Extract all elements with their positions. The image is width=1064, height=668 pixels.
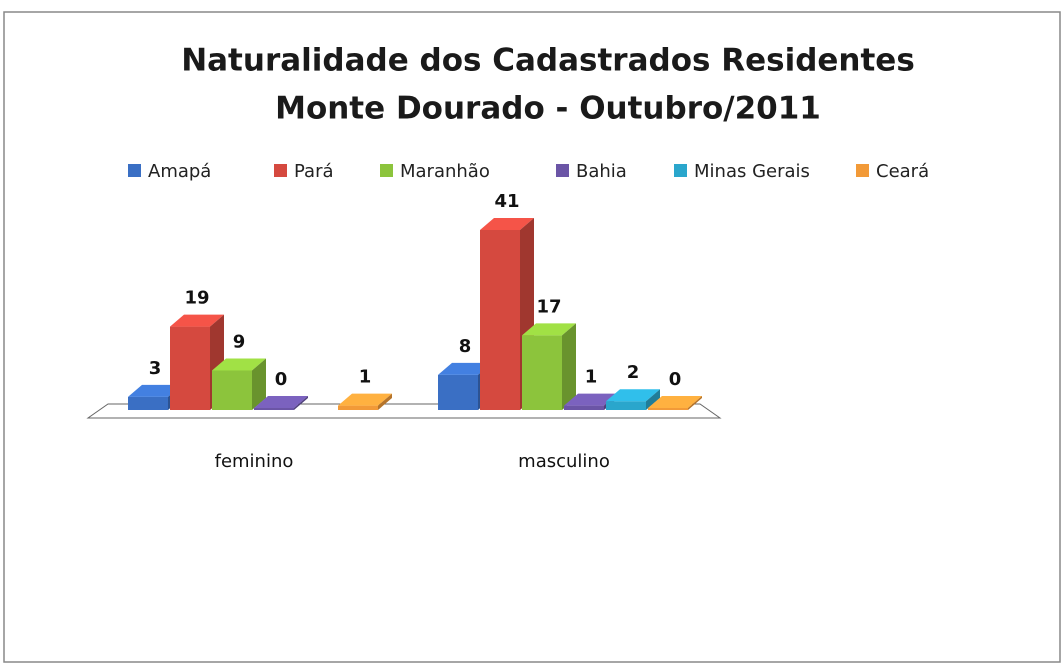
bar-face bbox=[646, 389, 660, 410]
data-label: 9 bbox=[233, 331, 246, 352]
data-label: 1 bbox=[359, 367, 372, 388]
x-tick-label: masculino bbox=[518, 451, 610, 472]
data-label: 1 bbox=[585, 367, 598, 388]
bar bbox=[338, 393, 392, 410]
bar-face bbox=[212, 370, 252, 410]
x-tick-label: feminino bbox=[215, 451, 294, 472]
bar bbox=[606, 389, 660, 410]
bar-face bbox=[254, 408, 294, 410]
data-label: 8 bbox=[459, 336, 472, 357]
bar-face bbox=[480, 230, 520, 410]
bar-face bbox=[170, 326, 210, 410]
bar-face bbox=[170, 314, 224, 327]
legend-swatch bbox=[128, 164, 141, 177]
bar-face bbox=[648, 408, 688, 410]
bar-face bbox=[128, 384, 182, 397]
legend-swatch bbox=[274, 164, 287, 177]
legend-label: Ceará bbox=[876, 161, 929, 182]
bar-face bbox=[480, 218, 534, 230]
bar-face bbox=[254, 396, 308, 408]
bar-face bbox=[522, 335, 562, 410]
data-label: 2 bbox=[627, 362, 640, 383]
bar-face bbox=[606, 389, 660, 402]
data-label: 0 bbox=[275, 369, 288, 390]
bar-face bbox=[562, 323, 576, 410]
bar-face bbox=[294, 396, 308, 410]
bar-face bbox=[338, 405, 378, 410]
legend-label: Minas Gerais bbox=[694, 161, 810, 182]
bar bbox=[212, 358, 266, 410]
legend-label: Pará bbox=[294, 161, 334, 182]
bar-face bbox=[606, 401, 646, 410]
legend-swatch bbox=[380, 164, 393, 177]
bar-face bbox=[564, 393, 618, 406]
data-label: 0 bbox=[669, 369, 682, 390]
bar bbox=[254, 396, 308, 410]
legend-swatch bbox=[856, 164, 869, 177]
bar-face bbox=[338, 393, 392, 406]
chart-title: Naturalidade dos Cadastrados Residentes bbox=[181, 43, 915, 79]
bar-face bbox=[128, 396, 168, 410]
chart-subtitle: Monte Dourado - Outubro/2011 bbox=[275, 91, 821, 127]
bar-face bbox=[378, 393, 392, 410]
data-label: 17 bbox=[536, 296, 561, 317]
bar-face bbox=[438, 374, 478, 410]
legend-label: Bahia bbox=[576, 161, 627, 182]
legend-swatch bbox=[556, 164, 569, 177]
bar bbox=[522, 323, 576, 410]
bar-face bbox=[212, 358, 266, 371]
bar-face bbox=[564, 405, 604, 410]
bar-face bbox=[438, 362, 492, 375]
bar-face bbox=[648, 396, 702, 408]
data-label: 41 bbox=[494, 191, 519, 212]
bar-face bbox=[688, 396, 702, 410]
legend-label: Amapá bbox=[148, 161, 211, 182]
data-label: 19 bbox=[184, 288, 209, 309]
data-label: 3 bbox=[149, 358, 162, 379]
bar-face bbox=[252, 358, 266, 410]
bar-face bbox=[522, 323, 576, 336]
legend-swatch bbox=[674, 164, 687, 177]
bar bbox=[648, 396, 702, 410]
legend-label: Maranhão bbox=[400, 161, 490, 182]
